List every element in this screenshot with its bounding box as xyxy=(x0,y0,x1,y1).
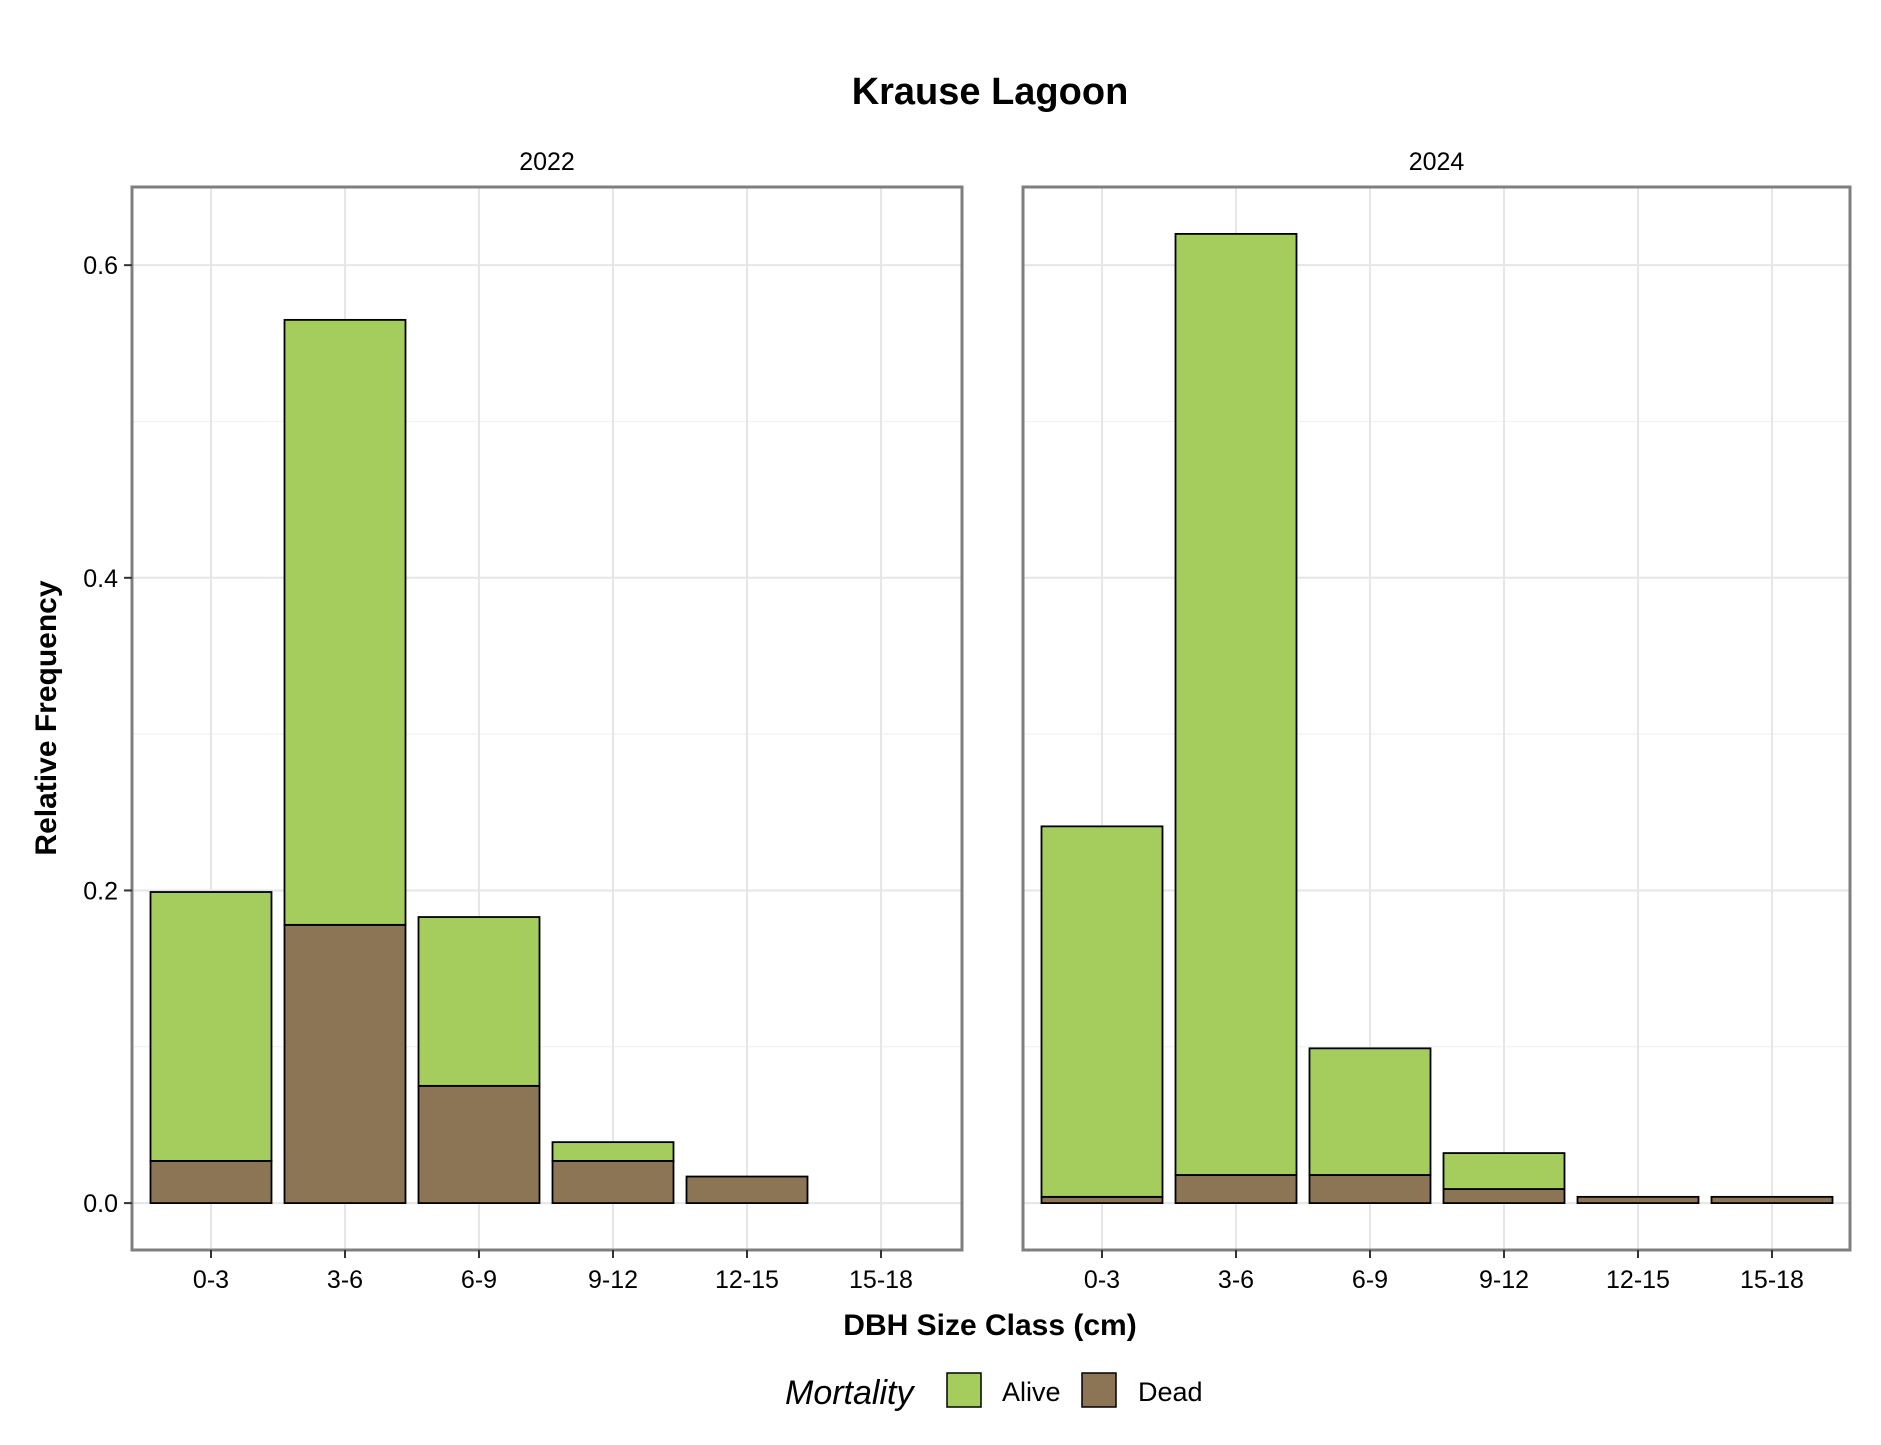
legend-label-alive: Alive xyxy=(1002,1377,1061,1407)
bar-2024-alive-6-9 xyxy=(1308,1047,1432,1176)
bar-2022-alive-3-6 xyxy=(283,318,407,926)
x-tick-label: 3-6 xyxy=(327,1266,363,1294)
bar-2024-alive-0-3 xyxy=(1040,825,1164,1198)
y-tick-label: 0.0 xyxy=(83,1190,118,1218)
panel-label-2022: 2022 xyxy=(519,148,575,176)
bar-2022-dead-0-3 xyxy=(149,1159,273,1205)
bar-2024-dead-6-9 xyxy=(1308,1174,1432,1205)
bar-2024-alive-3-6 xyxy=(1174,232,1298,1176)
legend-swatch-dead xyxy=(1081,1372,1117,1408)
x-axis-label: DBH Size Class (cm) xyxy=(843,1309,1136,1342)
x-tick-label: 6-9 xyxy=(1352,1266,1388,1294)
legend-title: Mortality xyxy=(785,1374,915,1412)
bar-2022-alive-6-9 xyxy=(417,916,541,1087)
y-tick-label: 0.4 xyxy=(83,565,118,593)
bar-2024-dead-15-18 xyxy=(1710,1195,1834,1205)
y-tick-label: 0.6 xyxy=(83,252,118,280)
y-tick-label: 0.2 xyxy=(83,877,118,905)
legend-swatch-alive xyxy=(946,1372,982,1408)
bar-2022-dead-6-9 xyxy=(417,1084,541,1205)
bar-2022-alive-9-12 xyxy=(551,1141,675,1162)
x-tick-label: 12-15 xyxy=(715,1266,779,1294)
x-tick-label: 12-15 xyxy=(1606,1266,1670,1294)
x-tick-label: 15-18 xyxy=(849,1266,913,1294)
bar-2024-alive-9-12 xyxy=(1442,1152,1566,1190)
x-tick-label: 0-3 xyxy=(193,1266,229,1294)
bar-2022-dead-12-15 xyxy=(685,1175,809,1205)
bar-2024-dead-0-3 xyxy=(1040,1195,1164,1205)
y-axis-label: Relative Frequency xyxy=(30,580,63,855)
bar-2024-dead-3-6 xyxy=(1174,1174,1298,1205)
bar-2022-dead-9-12 xyxy=(551,1159,675,1205)
x-tick-label: 0-3 xyxy=(1084,1266,1120,1294)
chart-title: Krause Lagoon xyxy=(852,71,1129,113)
panel-border-2024 xyxy=(1021,185,1852,1252)
bar-2022-dead-3-6 xyxy=(283,923,407,1205)
x-tick-label: 6-9 xyxy=(461,1266,497,1294)
x-tick-label: 15-18 xyxy=(1740,1266,1804,1294)
x-tick-label: 9-12 xyxy=(588,1266,638,1294)
legend-label-dead: Dead xyxy=(1138,1377,1203,1407)
bar-2024-dead-12-15 xyxy=(1576,1195,1700,1205)
panel-border-2022 xyxy=(130,185,964,1252)
x-tick-label: 3-6 xyxy=(1218,1266,1254,1294)
bar-2024-dead-9-12 xyxy=(1442,1188,1566,1205)
x-tick-label: 9-12 xyxy=(1479,1266,1529,1294)
bar-2022-alive-0-3 xyxy=(149,891,273,1162)
panel-label-2024: 2024 xyxy=(1409,148,1465,176)
